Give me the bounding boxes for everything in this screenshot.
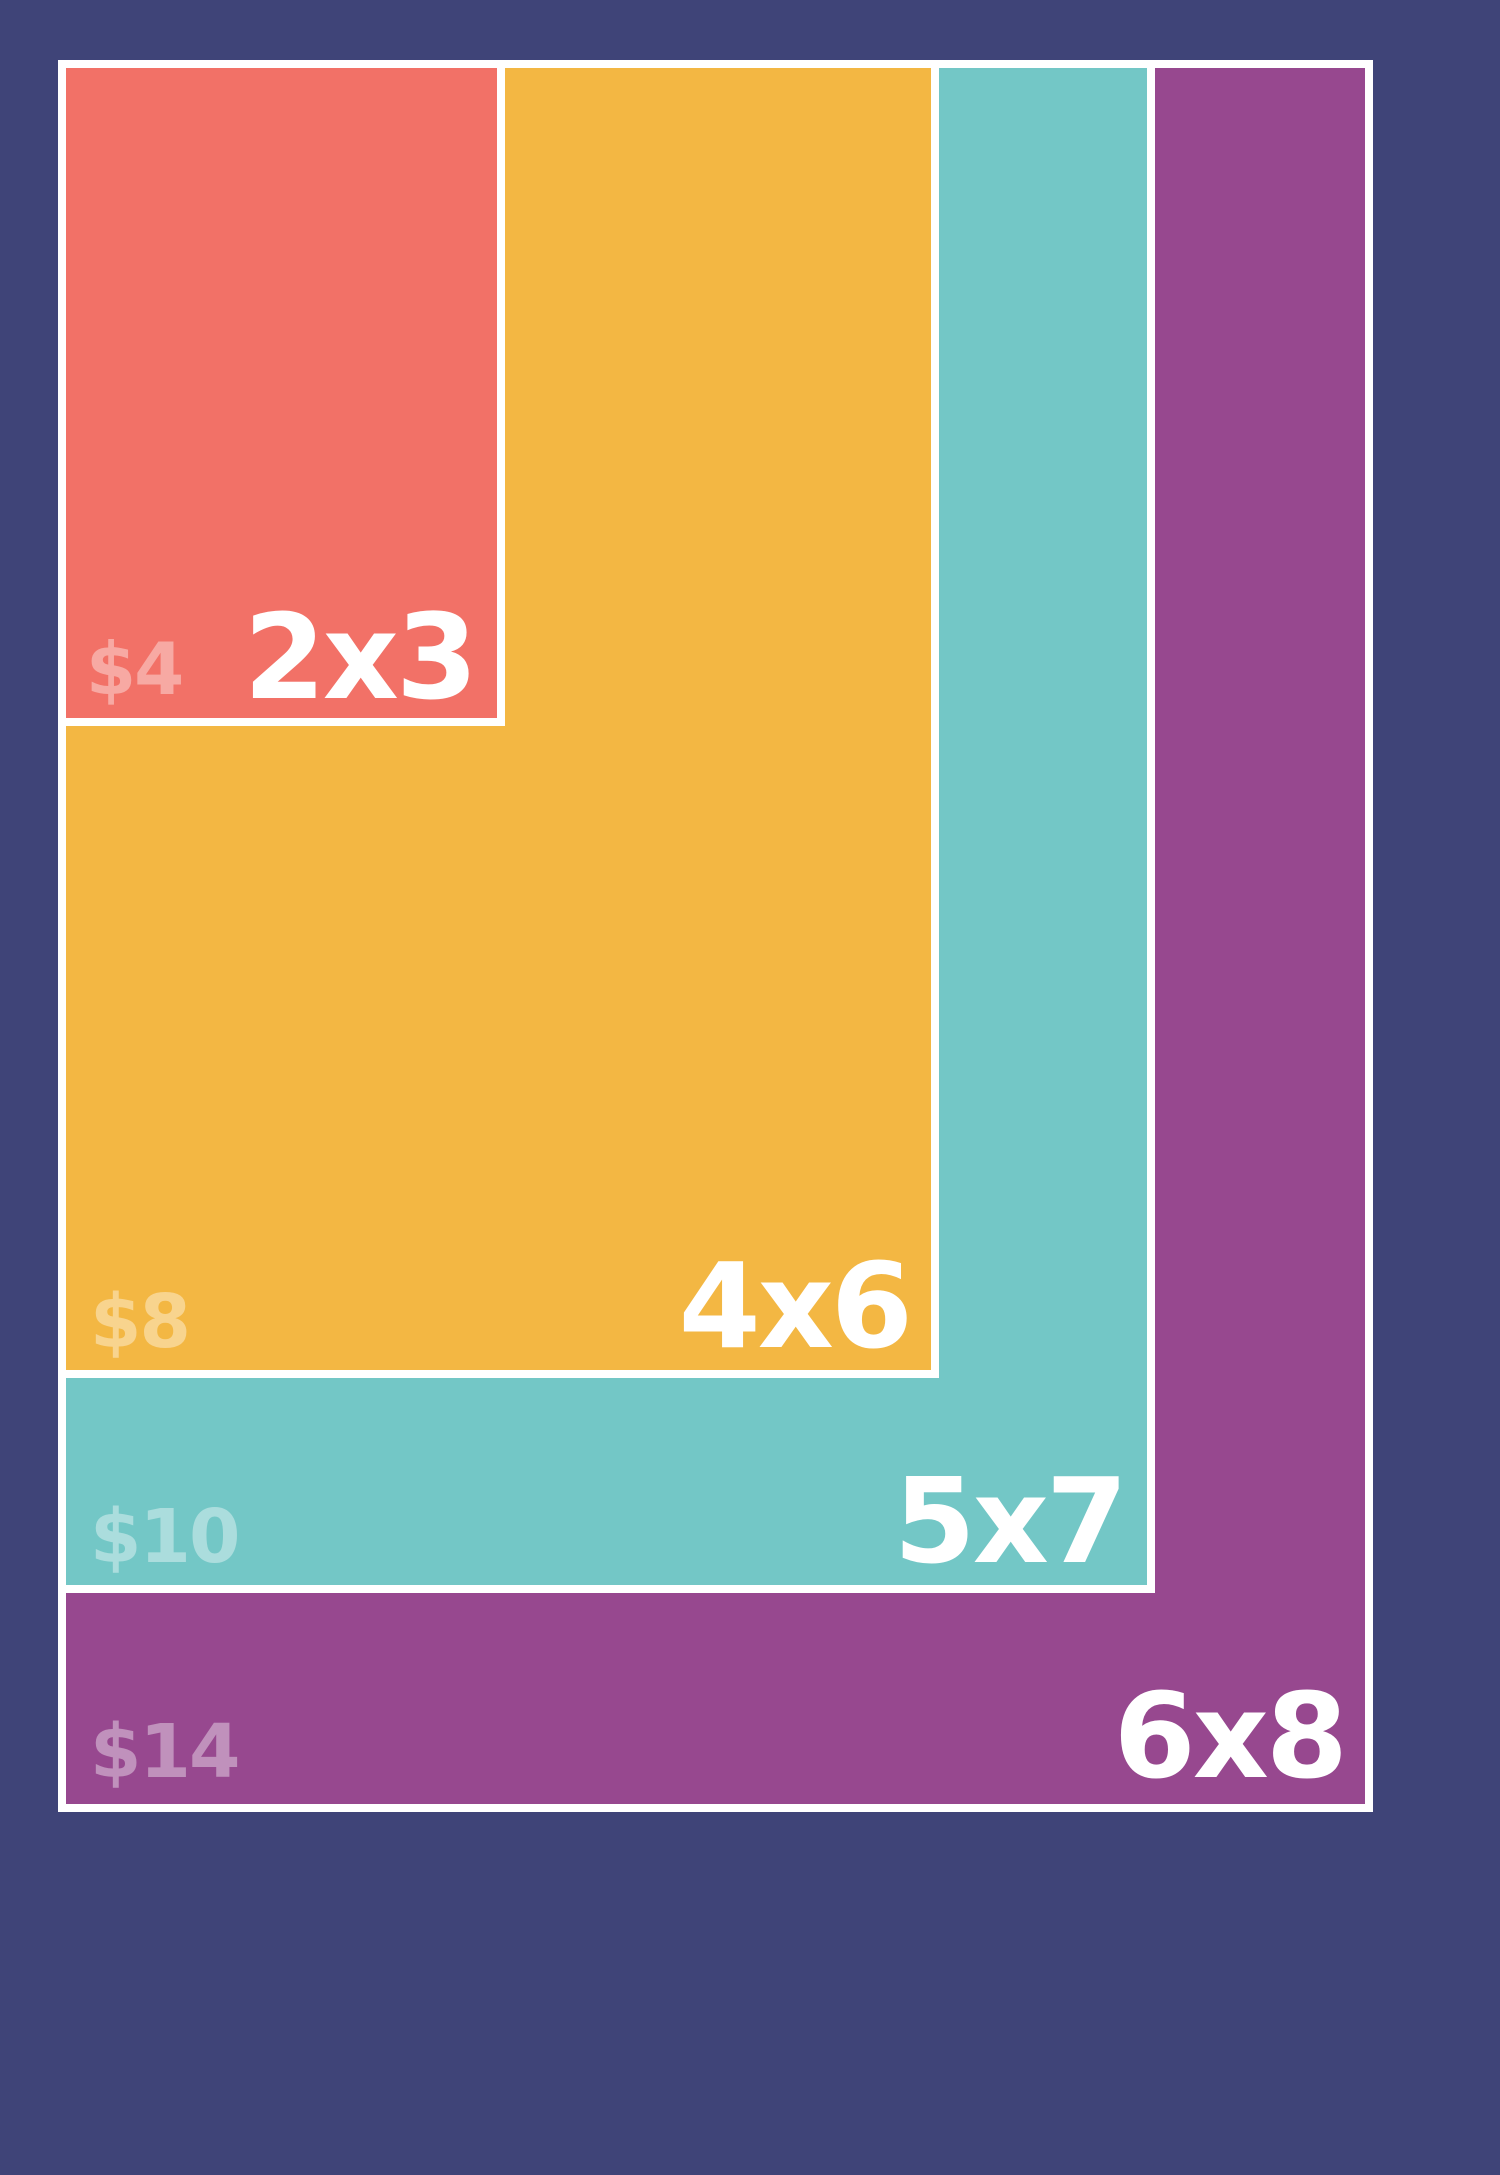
size-label-5x7: 5x7 <box>893 1452 1128 1590</box>
size-label-6x8: 6x8 <box>1113 1667 1348 1805</box>
print-box-2x3 <box>58 60 505 726</box>
size-label-4x6: 4x6 <box>678 1237 913 1375</box>
price-label-14: $14 <box>90 1709 240 1795</box>
price-label-4: $4 <box>86 627 184 711</box>
price-label-10: $10 <box>90 1494 240 1580</box>
size-label-2x3: 2x3 <box>243 588 478 726</box>
price-label-8: $8 <box>90 1279 191 1365</box>
